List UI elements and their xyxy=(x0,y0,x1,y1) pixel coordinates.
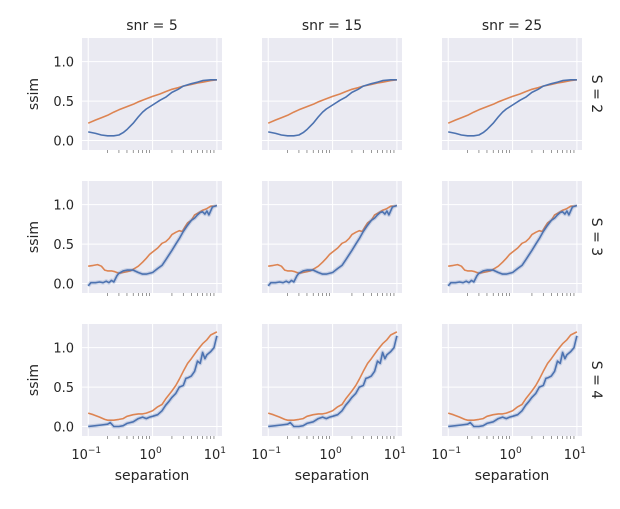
column-title: snr = 15 xyxy=(302,18,362,34)
y-tick-label: 1.0 xyxy=(53,56,74,71)
blue-series-line xyxy=(87,204,218,287)
panel-r2-c3: S = 3 xyxy=(442,181,604,296)
panel-r3-c3: 10−1 100 101 separation S = 4 xyxy=(431,324,604,484)
plot-area xyxy=(442,38,582,150)
y-tick-label: 1.0 xyxy=(53,342,74,357)
orange-series-line xyxy=(448,204,578,275)
plot-area xyxy=(442,181,582,293)
x-tick-label: 100 xyxy=(139,446,162,463)
row-title: S = 3 xyxy=(588,218,604,256)
x-tick-label: 101 xyxy=(204,446,226,463)
panel-r1-c1: 0.0 0.5 1.0 ssim snr = 5 xyxy=(26,18,222,153)
x-axis-label: separation xyxy=(115,468,190,484)
column-title: snr = 5 xyxy=(126,18,177,34)
row-title: S = 2 xyxy=(588,75,604,113)
y-tick-label: 1.0 xyxy=(53,199,74,214)
panel-r3-c2: 10−1 100 101 separation xyxy=(251,324,406,484)
x-tick-label: 101 xyxy=(564,446,586,463)
blue-series-line xyxy=(268,79,397,137)
blue-series-line xyxy=(448,335,578,428)
blue-series-line xyxy=(268,335,398,428)
blue-series-line xyxy=(267,204,398,287)
y-axis-label: ssim xyxy=(26,78,42,110)
panel-r2-c1: 0.0 0.5 1.0 ssim xyxy=(26,181,222,296)
column-title: snr = 25 xyxy=(482,18,542,34)
panel-r1-c3: snr = 25 S = 2 xyxy=(442,18,604,153)
panel-r1-c2: snr = 15 xyxy=(262,18,402,153)
x-axis-label: separation xyxy=(295,468,370,484)
panel-r3-c1: 0.0 0.5 1.0 ssim 10−1 100 101 separation xyxy=(26,324,226,484)
plot-area xyxy=(82,324,222,436)
plot-area xyxy=(262,324,402,436)
y-tick-label: 0.5 xyxy=(53,381,74,396)
x-tick-label: 100 xyxy=(319,446,342,463)
blue-series-line xyxy=(88,79,217,137)
x-tick-label: 10−1 xyxy=(431,446,461,463)
plot-area xyxy=(262,181,402,293)
orange-series-line xyxy=(268,204,398,275)
x-axis-label: separation xyxy=(475,468,550,484)
y-tick-label: 0.0 xyxy=(53,135,74,150)
plot-area xyxy=(82,181,222,293)
panel-r2-c2 xyxy=(262,181,402,296)
blue-series-line xyxy=(447,204,578,287)
x-tick-label: 10−1 xyxy=(71,446,101,463)
y-tick-label: 0.0 xyxy=(53,421,74,436)
x-tick-label: 100 xyxy=(499,446,522,463)
plot-area xyxy=(262,38,402,150)
x-tick-label: 101 xyxy=(384,446,406,463)
blue-series-line xyxy=(88,335,218,428)
blue-series-line xyxy=(448,79,577,137)
orange-series-line xyxy=(87,331,218,422)
y-tick-label: 0.5 xyxy=(53,95,74,110)
y-axis-label: ssim xyxy=(26,221,42,253)
y-axis-label: ssim xyxy=(26,364,42,396)
plot-area xyxy=(442,324,582,436)
plot-area xyxy=(82,38,222,150)
x-tick-label: 10−1 xyxy=(251,446,281,463)
y-tick-label: 0.0 xyxy=(53,278,74,293)
orange-series-line xyxy=(88,204,218,275)
orange-series-line xyxy=(447,331,578,422)
orange-series-line xyxy=(267,331,398,422)
y-tick-label: 0.5 xyxy=(53,238,74,253)
row-title: S = 4 xyxy=(588,361,604,400)
